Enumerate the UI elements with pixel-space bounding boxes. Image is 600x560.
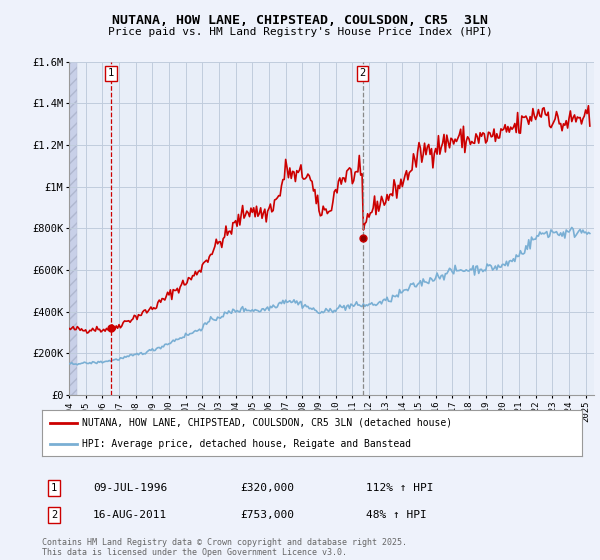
- Bar: [69, 62, 77, 395]
- Text: 48% ↑ HPI: 48% ↑ HPI: [366, 510, 427, 520]
- Text: 2: 2: [359, 68, 366, 78]
- Text: 112% ↑ HPI: 112% ↑ HPI: [366, 483, 433, 493]
- Text: NUTANA, HOW LANE, CHIPSTEAD, COULSDON, CR5  3LN: NUTANA, HOW LANE, CHIPSTEAD, COULSDON, C…: [112, 14, 488, 27]
- Text: HPI: Average price, detached house, Reigate and Banstead: HPI: Average price, detached house, Reig…: [83, 439, 412, 449]
- Text: 16-AUG-2011: 16-AUG-2011: [93, 510, 167, 520]
- Text: 1: 1: [51, 483, 57, 493]
- Text: NUTANA, HOW LANE, CHIPSTEAD, COULSDON, CR5 3LN (detached house): NUTANA, HOW LANE, CHIPSTEAD, COULSDON, C…: [83, 418, 452, 428]
- Text: £320,000: £320,000: [240, 483, 294, 493]
- Text: £753,000: £753,000: [240, 510, 294, 520]
- Text: 2: 2: [51, 510, 57, 520]
- Text: Contains HM Land Registry data © Crown copyright and database right 2025.
This d: Contains HM Land Registry data © Crown c…: [42, 538, 407, 557]
- Text: 1: 1: [108, 68, 114, 78]
- Text: Price paid vs. HM Land Registry's House Price Index (HPI): Price paid vs. HM Land Registry's House …: [107, 27, 493, 37]
- Text: 09-JUL-1996: 09-JUL-1996: [93, 483, 167, 493]
